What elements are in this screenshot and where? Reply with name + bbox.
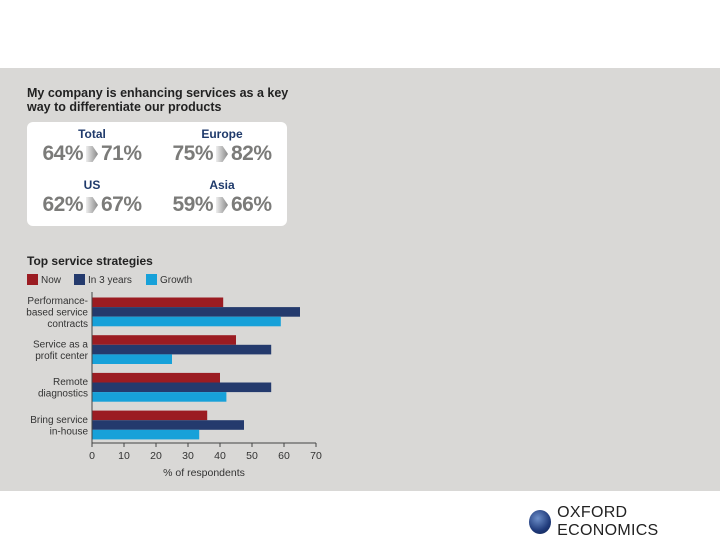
arrow-icon [86,146,98,162]
bar-growth [92,392,227,402]
category-label: contracts [47,319,88,330]
bar-in-3-years [92,420,244,430]
stat-label: US [83,178,101,192]
legend-swatch-1 [74,274,85,285]
legend-swatch-0 [27,274,38,285]
stats-card: Total 64% 71% Europe 75% 82% US 62% 67% Asi… [27,122,287,226]
bar-in-3-years [92,307,300,317]
stat-future: 67% [101,193,142,216]
bar-growth [92,316,281,327]
x-tick-label: 20 [150,450,162,462]
bar-growth [92,354,172,364]
stat-future: 71% [101,142,142,165]
x-tick-label: 40 [214,450,226,462]
stat-label: Total [78,127,106,141]
category-label: Service as a [33,339,88,350]
category-label: Performance- [27,296,88,307]
stat-total: Total 64% 71% [27,127,157,166]
bar-in-3-years [92,382,272,393]
category-label: Remote [53,377,88,388]
stat-future: 82% [231,142,272,165]
arrow-icon [86,197,98,213]
stat-asia: Asia 59% 66% [157,178,287,217]
x-tick-label: 10 [118,450,130,462]
bar-now [92,335,236,345]
arrow-icon [216,197,228,213]
logo-text: OXFORD ECONOMICS [557,504,659,539]
stat-now: 62% [42,193,83,216]
bar-now [92,410,208,421]
bar-in-3-years [92,344,272,355]
globe-icon [529,510,552,534]
chart-title: Top service strategies [27,254,153,268]
stat-europe: Europe 75% 82% [157,127,287,166]
headline: My company is enhancing services as a ke… [27,86,289,114]
x-tick-label: 30 [182,450,194,462]
legend-swatch-2 [146,274,157,285]
x-tick-label: 0 [89,450,95,462]
bar-now [92,297,224,308]
stat-now: 75% [172,142,213,165]
stat-future: 66% [231,193,272,216]
legend: Now In 3 years Growth [27,274,192,286]
x-tick-label: 50 [246,450,258,462]
stat-now: 64% [42,142,83,165]
x-tick-label: 60 [278,450,290,462]
legend-label: Now [41,275,62,286]
stat-label: Europe [201,127,243,141]
x-axis-label: % of respondents [163,467,245,479]
bar-growth [92,429,200,440]
stat-now: 59% [172,193,213,216]
category-label: diagnostics [38,389,88,400]
category-label: in-house [50,426,89,437]
legend-label: Growth [160,275,192,286]
legend-label: In 3 years [88,275,132,286]
stat-label: Asia [209,178,235,192]
category-label: based service [26,307,88,318]
arrow-icon [216,146,228,162]
bar-now [92,372,220,383]
oxford-economics-logo: OXFORD ECONOMICS [529,504,720,540]
category-label: Bring service [30,415,88,426]
stat-us: US 62% 67% [27,178,157,217]
category-label: profit center [35,351,88,362]
x-tick-label: 70 [310,450,322,462]
